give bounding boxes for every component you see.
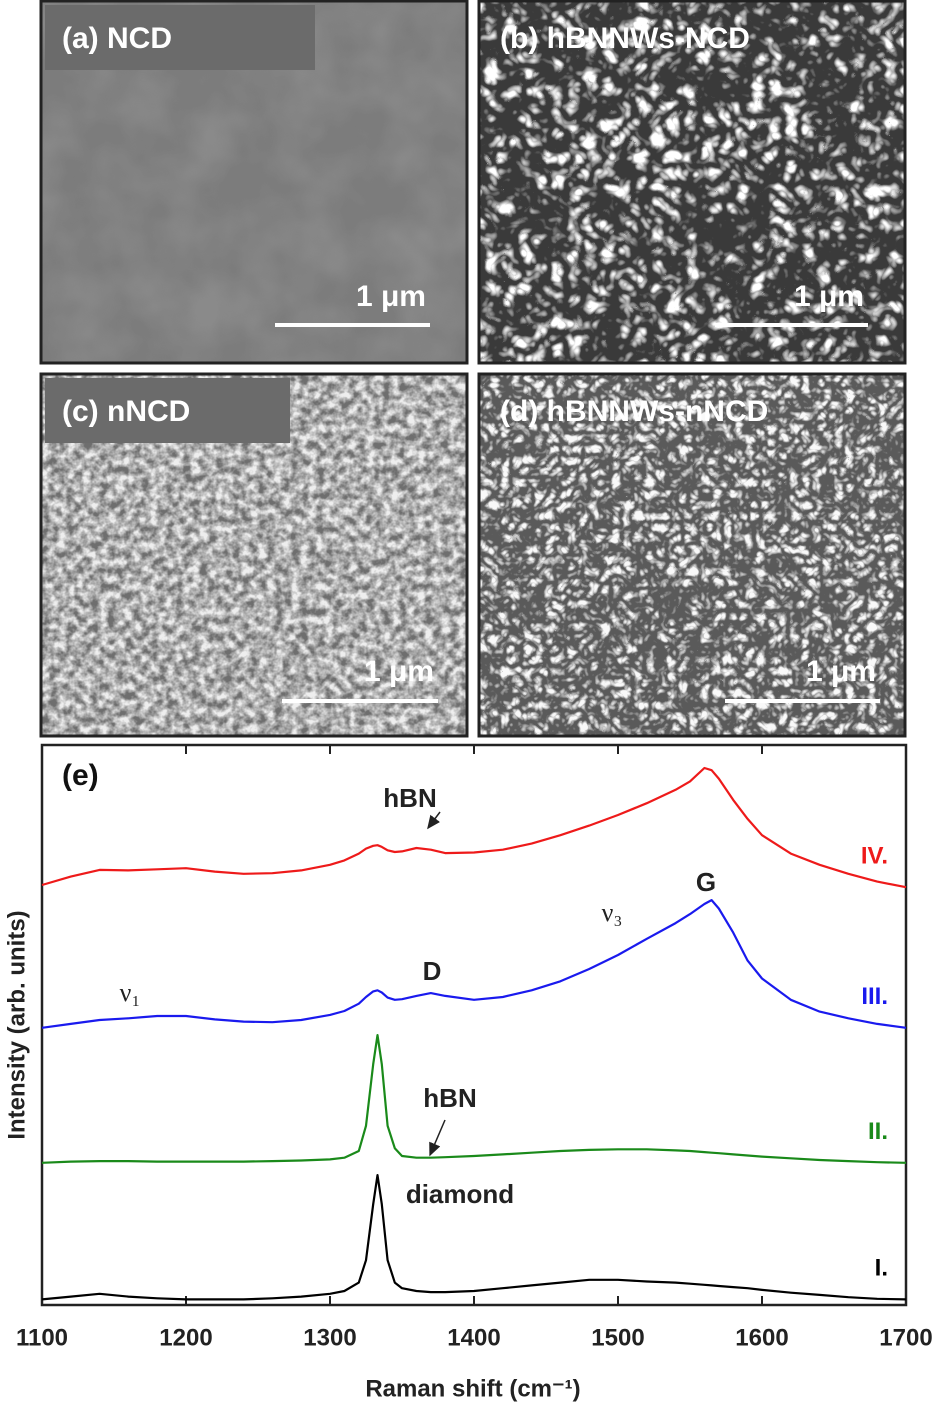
y-axis-label: Intensity (arb. units) <box>3 910 30 1139</box>
annotation: ν₁ <box>120 978 141 1007</box>
sem-texture <box>478 0 906 364</box>
x-tick-label: 1600 <box>735 1324 788 1351</box>
sem-texture <box>478 373 906 737</box>
annotation: hBN <box>423 1083 476 1113</box>
series-label: III. <box>861 983 888 1010</box>
panel-label: (a) NCD <box>62 22 172 55</box>
x-axis-label: Raman shift (cm⁻¹) <box>365 1375 580 1402</box>
annotation-arrow <box>427 811 441 830</box>
panel-label: (e) <box>62 759 99 792</box>
x-tick-label: 1300 <box>303 1324 356 1351</box>
image-border <box>477 0 907 365</box>
annotation: diamond <box>406 1179 514 1209</box>
series-label: IV. <box>861 843 888 870</box>
x-tick-label: 1500 <box>591 1324 644 1351</box>
x-tick-label: 1200 <box>159 1324 212 1351</box>
x-tick-label: 1400 <box>447 1324 500 1351</box>
scale-bar-label: 1 μm <box>806 655 876 688</box>
x-tick-label: 1700 <box>879 1324 932 1351</box>
annotation: hBN <box>383 783 436 813</box>
series-line <box>41 899 907 1029</box>
plot-frame <box>40 743 908 1307</box>
panel-label: (c) nNCD <box>62 395 190 428</box>
panel-label: (b) hBNNWs-NCD <box>500 22 750 55</box>
annotation-arrow <box>429 1119 446 1157</box>
series-line <box>41 1034 907 1164</box>
label-box <box>45 378 290 443</box>
panel-label: (d) hBNNWs-nNCD <box>500 395 768 428</box>
series-line <box>41 1174 907 1301</box>
x-tick-label: 1100 <box>16 1324 68 1351</box>
label-box <box>45 5 315 70</box>
annotation: D <box>423 956 442 986</box>
image-border <box>39 372 469 738</box>
annotation: ν₃ <box>602 898 623 927</box>
series-label: I. <box>875 1255 888 1282</box>
raman-chart: (e) Raman shift (cm⁻¹) Intensity (arb. u… <box>3 743 933 1402</box>
scale-bar-label: 1 μm <box>794 280 864 313</box>
scale-bar-label: 1 μm <box>364 655 434 688</box>
series-label: II. <box>868 1118 888 1145</box>
series-line <box>41 766 907 889</box>
scale-bar-label: 1 μm <box>356 280 426 313</box>
annotation: G <box>696 867 716 897</box>
sem-panels: (a) NCD 1 μm (b) hBNNWs-NCD 1 μm (c) nNCD 1 μ… <box>39 0 907 738</box>
image-border <box>39 0 469 365</box>
image-border <box>477 372 907 738</box>
